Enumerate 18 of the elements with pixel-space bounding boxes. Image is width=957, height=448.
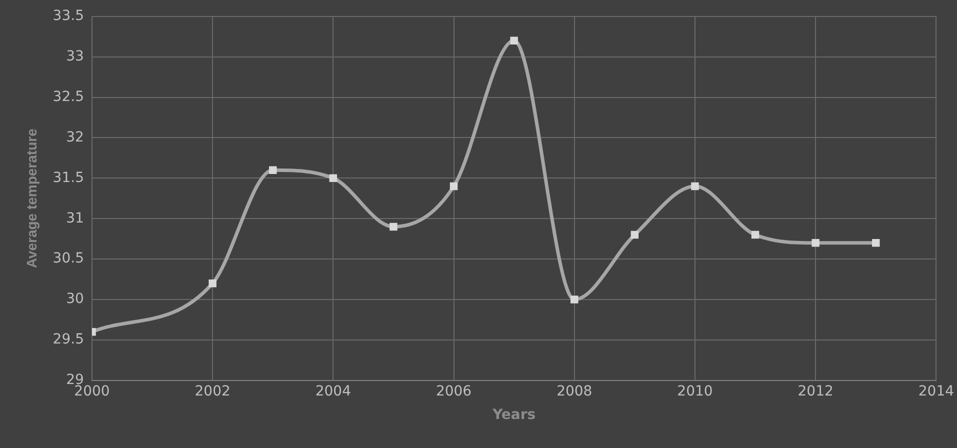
y-tick-label: 29.5 [52,332,84,348]
x-tick-label: 2002 [194,383,230,400]
y-tick-label: 33 [66,48,84,64]
y-tick-label: 30.5 [52,250,84,267]
y-axis-title: Average temperature [23,128,40,268]
y-tick-label: 31 [66,210,84,226]
x-tick-label: 2012 [798,383,834,400]
y-tick-label: 32 [66,129,84,146]
x-tick-label: 2004 [315,383,352,400]
x-tick-label: 2010 [677,383,713,400]
x-tick-label: 2014 [918,383,954,400]
y-tick-label: 31.5 [52,170,84,186]
x-tick-label: 2006 [436,383,472,400]
y-tick-label: 32.5 [52,88,84,105]
x-axis-title: Years [492,407,536,424]
y-tick-label: 33.5 [52,8,84,24]
y-tick-label: 30 [66,291,84,308]
x-tick-label: 2008 [556,383,592,400]
